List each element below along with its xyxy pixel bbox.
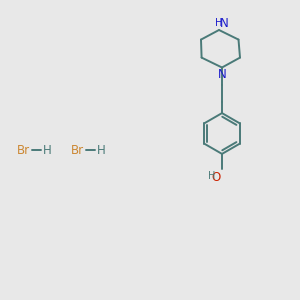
Text: H: H bbox=[43, 143, 51, 157]
Text: H: H bbox=[208, 171, 216, 181]
Text: Br: Br bbox=[16, 143, 30, 157]
Text: N: N bbox=[218, 68, 226, 81]
Text: H: H bbox=[97, 143, 105, 157]
Text: O: O bbox=[211, 171, 220, 184]
Text: N: N bbox=[220, 17, 229, 30]
Text: Br: Br bbox=[70, 143, 84, 157]
Text: H: H bbox=[215, 18, 222, 28]
